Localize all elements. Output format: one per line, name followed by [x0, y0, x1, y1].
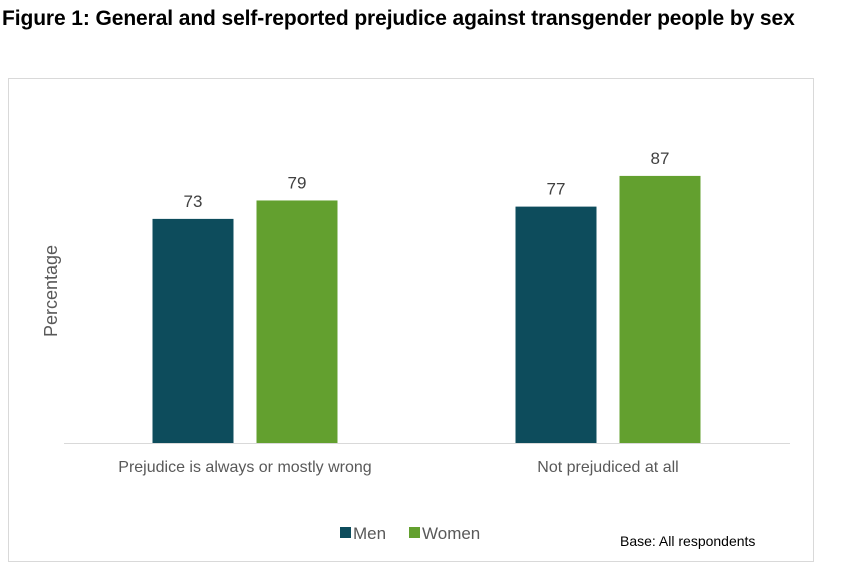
legend-label-men: Men [353, 524, 386, 543]
data-label: 79 [288, 173, 307, 192]
x-tick-label: Not prejudiced at all [537, 459, 678, 476]
data-label: 73 [184, 192, 203, 211]
bars-layer [152, 175, 701, 443]
data-label: 87 [651, 149, 670, 168]
legend-label-women: Women [422, 524, 480, 543]
bar-women-0 [256, 200, 338, 443]
legend: Men Women [340, 524, 480, 543]
x-tick-label: Prejudice is always or mostly wrong [118, 459, 371, 476]
bar-men-1 [515, 206, 597, 443]
bar-men-0 [152, 218, 234, 443]
legend-swatch-women [409, 527, 420, 538]
y-axis-label: Percentage [41, 245, 61, 337]
data-label: 77 [547, 180, 566, 199]
base-note: Base: All respondents [620, 533, 756, 549]
legend-swatch-men [340, 527, 351, 538]
figure-title: Figure 1: General and self-reported prej… [2, 7, 795, 30]
labels-layer: 73 79 Prejudice is always or mostly wrong 7… [118, 149, 678, 476]
bar-women-1 [619, 175, 701, 443]
